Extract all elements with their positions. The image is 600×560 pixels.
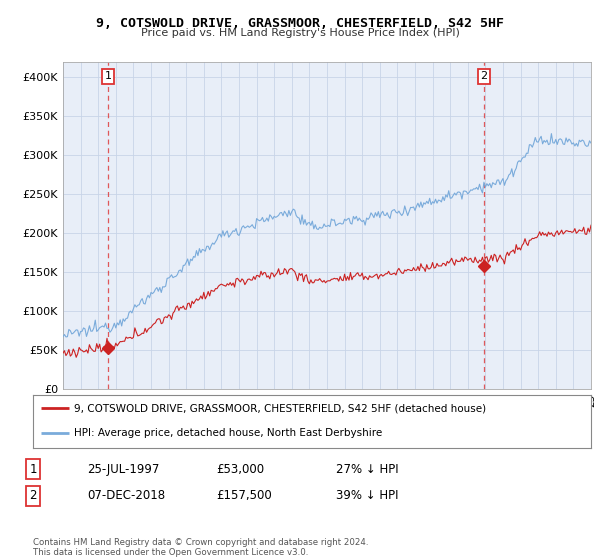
Text: £53,000: £53,000 bbox=[216, 463, 264, 476]
Text: 39% ↓ HPI: 39% ↓ HPI bbox=[336, 489, 398, 502]
Text: Contains HM Land Registry data © Crown copyright and database right 2024.
This d: Contains HM Land Registry data © Crown c… bbox=[33, 538, 368, 557]
Text: Price paid vs. HM Land Registry's House Price Index (HPI): Price paid vs. HM Land Registry's House … bbox=[140, 28, 460, 38]
Text: 27% ↓ HPI: 27% ↓ HPI bbox=[336, 463, 398, 476]
Text: 2: 2 bbox=[29, 489, 37, 502]
Text: 07-DEC-2018: 07-DEC-2018 bbox=[87, 489, 165, 502]
Text: £157,500: £157,500 bbox=[216, 489, 272, 502]
Text: 9, COTSWOLD DRIVE, GRASSMOOR, CHESTERFIELD, S42 5HF (detached house): 9, COTSWOLD DRIVE, GRASSMOOR, CHESTERFIE… bbox=[74, 403, 486, 413]
Text: 1: 1 bbox=[29, 463, 37, 476]
Text: 25-JUL-1997: 25-JUL-1997 bbox=[87, 463, 160, 476]
Text: 9, COTSWOLD DRIVE, GRASSMOOR, CHESTERFIELD, S42 5HF: 9, COTSWOLD DRIVE, GRASSMOOR, CHESTERFIE… bbox=[96, 17, 504, 30]
Text: HPI: Average price, detached house, North East Derbyshire: HPI: Average price, detached house, Nort… bbox=[74, 428, 382, 438]
Text: 2: 2 bbox=[481, 71, 488, 81]
Text: 1: 1 bbox=[104, 71, 112, 81]
